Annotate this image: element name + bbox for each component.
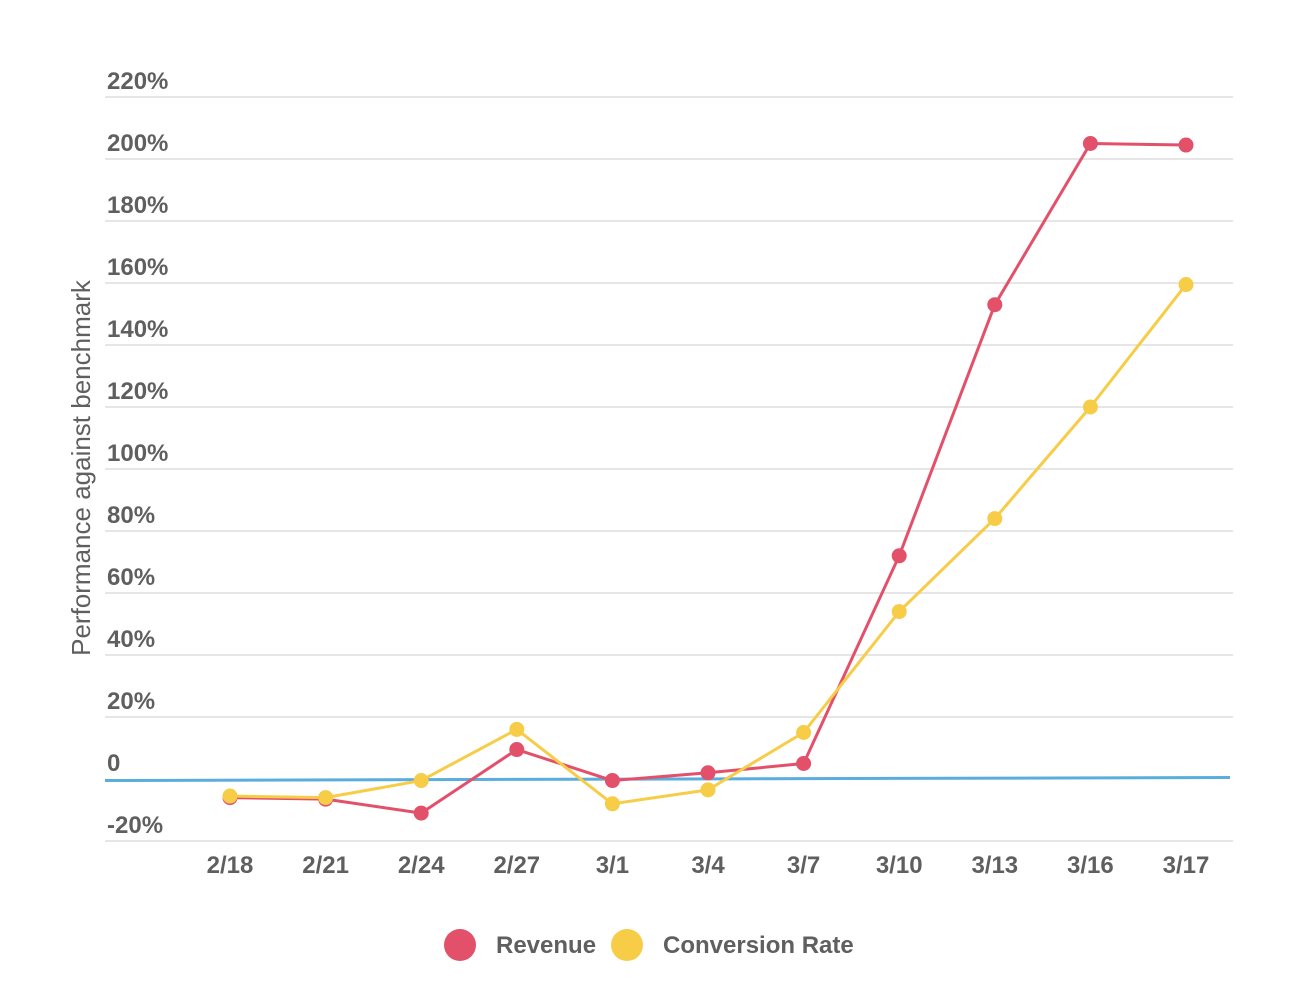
y-axis-title: Performance against benchmark — [66, 279, 96, 656]
data-point-conversion-rate — [700, 782, 716, 798]
data-point-conversion-rate — [509, 721, 525, 737]
x-tick-label: 3/17 — [1163, 852, 1210, 879]
y-tick-label: 120% — [107, 378, 168, 405]
data-point-conversion-rate — [318, 790, 334, 806]
zero-line — [104, 776, 1231, 782]
x-tick-label: 2/24 — [398, 852, 445, 879]
y-tick-label: 180% — [107, 192, 168, 219]
y-tick-label: 60% — [107, 564, 155, 591]
data-point-revenue — [796, 756, 812, 771]
x-tick-label: 2/21 — [302, 852, 349, 879]
data-point-conversion-rate — [222, 788, 238, 804]
legend-swatch — [611, 929, 643, 961]
y-tick-label: 40% — [107, 626, 155, 653]
y-tick-label: 80% — [107, 502, 155, 529]
data-point-revenue — [700, 765, 716, 781]
x-tick-label: 3/16 — [1067, 852, 1114, 879]
x-tick-label: 2/27 — [493, 852, 540, 879]
y-tick-label: 160% — [107, 254, 168, 281]
y-axis-ticks: -20% 0 20% 40% 60% 80% 100% 120% 140% 160% 180% 200… — [107, 68, 168, 839]
x-axis-ticks: 2/18 2/21 2/24 2/27 3/1 3/4 3/7 3/10 3/13 3/16 3/1… — [207, 852, 1210, 879]
series-line-revenue — [229, 142, 1187, 815]
data-point-revenue — [604, 773, 620, 789]
data-point-revenue — [891, 548, 907, 564]
data-point-revenue — [1178, 137, 1194, 153]
legend-swatch — [444, 929, 476, 961]
x-tick-label: 3/7 — [787, 852, 820, 879]
y-tick-label: 220% — [107, 68, 168, 95]
gridlines — [104, 96, 1233, 842]
legend-label: Conversion Rate — [663, 932, 854, 959]
data-point-revenue — [509, 742, 525, 758]
data-point-conversion-rate — [1178, 277, 1194, 293]
y-tick-label: 20% — [107, 688, 155, 715]
legend: Revenue Conversion Rate — [444, 929, 854, 961]
x-tick-label: 3/13 — [971, 852, 1018, 879]
x-tick-label: 3/4 — [691, 852, 725, 879]
data-point-conversion-rate — [1082, 399, 1098, 415]
data-point-revenue — [1082, 136, 1098, 151]
series-line-conversion-rate — [229, 283, 1188, 806]
data-point-conversion-rate — [987, 511, 1003, 527]
data-point-conversion-rate — [796, 725, 812, 740]
data-point-conversion-rate — [413, 773, 429, 789]
series-layer — [222, 136, 1194, 821]
x-tick-label: 2/18 — [207, 852, 254, 879]
y-tick-label: 0 — [107, 750, 120, 777]
y-tick-label: 200% — [107, 130, 168, 157]
data-point-conversion-rate — [604, 796, 620, 812]
y-tick-label: -20% — [107, 812, 163, 839]
data-point-revenue — [413, 805, 429, 821]
y-tick-label: 140% — [107, 316, 168, 343]
x-tick-label: 3/1 — [596, 852, 629, 879]
y-tick-label: 100% — [107, 440, 168, 467]
data-point-revenue — [987, 297, 1003, 313]
data-point-conversion-rate — [891, 604, 907, 620]
legend-label: Revenue — [496, 932, 596, 959]
x-tick-label: 3/10 — [876, 852, 923, 879]
